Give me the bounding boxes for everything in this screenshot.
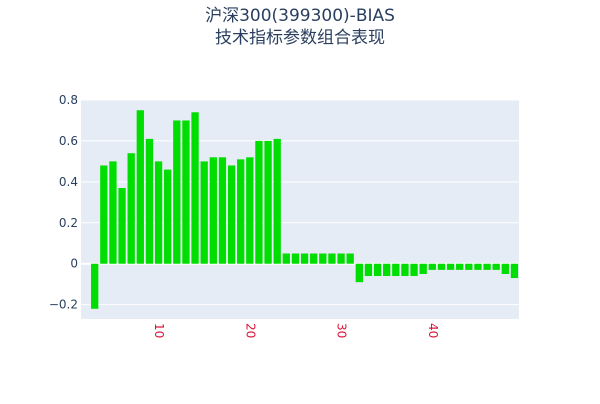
bar (291, 253, 300, 264)
y-tick-label: 0.4 (59, 175, 78, 189)
y-tick-label: 0 (70, 257, 78, 271)
bar (392, 263, 400, 277)
bar (209, 157, 217, 264)
bar (91, 263, 99, 309)
bar (273, 138, 281, 264)
bars (91, 110, 519, 309)
plot-area (81, 100, 519, 319)
y-tick-label: 0.6 (59, 134, 78, 148)
bar (364, 263, 373, 277)
bar (319, 253, 327, 264)
bar (164, 169, 172, 264)
bar (337, 253, 345, 264)
bar (100, 165, 108, 264)
chart-title: 沪深300(399300)-BIAS (205, 6, 395, 26)
bar (419, 263, 427, 274)
bar (237, 159, 245, 264)
bar (401, 263, 409, 277)
x-tick-label: 30 (335, 323, 349, 338)
bar (300, 253, 309, 264)
y-axis-ticks: −0.2 0 0.2 0.4 0.6 0.8 (49, 93, 78, 312)
bar (456, 263, 464, 270)
bar (200, 161, 208, 264)
bar (346, 253, 354, 264)
bar (383, 263, 391, 277)
bar (410, 263, 418, 277)
bar (118, 188, 126, 264)
bar (154, 161, 163, 264)
y-tick-label: −0.2 (49, 298, 78, 312)
bar (465, 263, 473, 270)
bar (437, 263, 446, 270)
bar (145, 138, 154, 264)
chart-subtitle: 技术指标参数组合表现 (215, 28, 385, 48)
bar (109, 161, 117, 264)
x-tick-label: 20 (243, 323, 257, 338)
bar (246, 157, 254, 264)
bar (182, 120, 190, 264)
y-tick-label: 0.2 (59, 216, 78, 230)
bar (227, 165, 236, 264)
bar (191, 112, 199, 264)
bar (355, 263, 363, 283)
bar (373, 263, 382, 277)
bar (127, 153, 135, 264)
bar (136, 110, 144, 264)
bar (282, 253, 290, 264)
y-tick-label: 0.8 (59, 93, 78, 107)
bar (218, 157, 227, 264)
x-tick-label: 10 (152, 323, 166, 338)
bar (474, 263, 482, 270)
bar (255, 140, 263, 264)
bar (173, 120, 181, 264)
bar (510, 263, 519, 279)
bar (428, 263, 436, 270)
bar (483, 263, 491, 270)
bar (446, 263, 455, 270)
bar (328, 253, 336, 264)
bar (264, 140, 272, 264)
bar (310, 253, 318, 264)
x-axis-ticks: 10 20 30 40 (152, 323, 440, 338)
x-tick-label: 40 (426, 323, 440, 338)
bar (501, 263, 509, 274)
bar (492, 263, 500, 270)
grid-lines (81, 99, 519, 306)
